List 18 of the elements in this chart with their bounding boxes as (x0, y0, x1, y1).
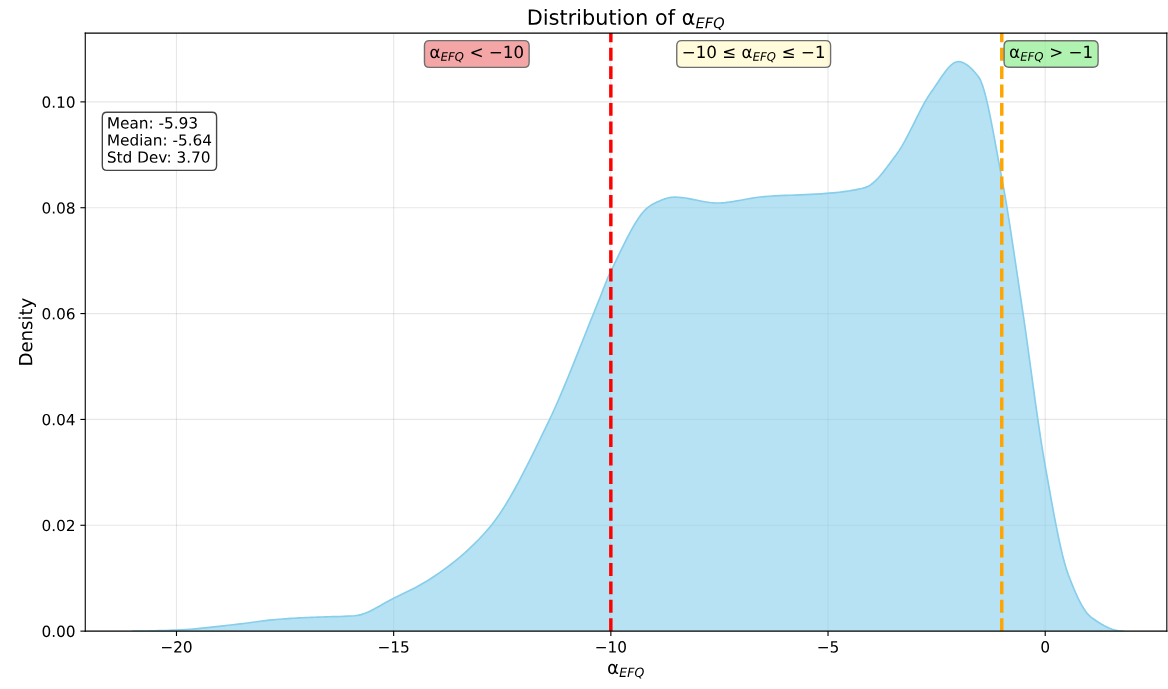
annotation: −10 ≤ α$_{EFQ}$ ≤ −1 (683, 45, 824, 63)
y-tick-label: 0.08 (42, 202, 75, 214)
x-tick-label: −20 (161, 641, 192, 653)
x-tick-label: −5 (818, 641, 838, 653)
x-tick-label: −10 (596, 641, 626, 653)
annotation: Mean: -5.93 Median: -5.64 Std Dev: 3.70 (107, 117, 212, 163)
chart-title: Distribution of α$_{EFQ}$ (528, 8, 725, 31)
y-tick-label: 0.00 (42, 625, 75, 638)
annotation: α$_{EFQ}$ > −1 (1010, 45, 1092, 63)
annotation: α$_{EFQ}$ < −10 (430, 45, 523, 63)
x-tick-label: 0 (1041, 641, 1050, 653)
y-tick-label: 0.10 (42, 96, 75, 108)
y-axis-title: Density (18, 298, 36, 365)
y-tick-label: 0.04 (42, 413, 75, 426)
y-tick-label: 0.06 (42, 308, 75, 320)
x-axis-title: α$_{EFQ}$ (608, 663, 644, 679)
y-tick-label: 0.02 (42, 519, 75, 532)
x-tick-label: −15 (379, 641, 409, 653)
